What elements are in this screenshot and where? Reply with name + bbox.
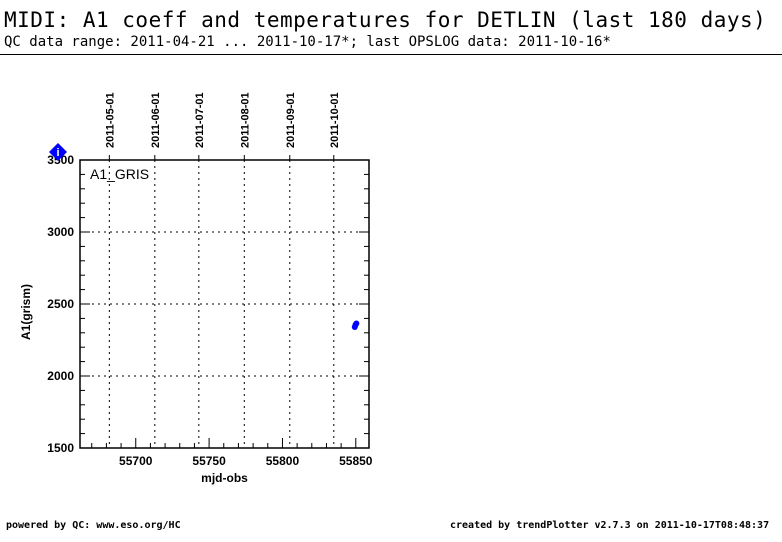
data-points (351, 320, 360, 331)
footer-created-by: created by trendPlotter v2.7.3 on 2011-1… (450, 520, 770, 531)
date-tick-label: 2011-08-01 (239, 92, 251, 148)
data-point (353, 320, 360, 327)
y-tick-label: 2500 (47, 297, 74, 311)
y-tick-label: 2000 (47, 369, 74, 383)
y-tick-label: 3000 (47, 225, 74, 239)
date-tick-label: 2011-10-01 (329, 92, 341, 148)
page-title: MIDI: A1 coeff and temperatures for DETL… (4, 8, 767, 32)
grid-lines (80, 160, 369, 448)
date-tick-label: 2011-07-01 (194, 92, 206, 148)
x-axis-label: mjd-obs (201, 471, 248, 485)
info-diamond[interactable] (49, 143, 67, 161)
date-tick-label: 2011-06-01 (150, 92, 162, 148)
axis-ticks (80, 155, 369, 449)
header-divider (0, 54, 782, 55)
x-tick-label: 55700 (119, 454, 153, 468)
y-tick-label: 1500 (47, 441, 74, 455)
axis-tick-labels: 2011-05-01 2011-06-01 2011-07-01 2011-08-01… (47, 92, 373, 468)
page-subtitle: QC data range: 2011-04-21 ... 2011-10-17… (4, 34, 611, 50)
panel-label: A1_GRIS (90, 166, 149, 182)
info-symbol: i (56, 147, 59, 159)
x-tick-label: 55850 (339, 454, 373, 468)
x-tick-label: 55800 (266, 454, 300, 468)
footer-powered-by: powered by QC: www.eso.org/HC (6, 520, 181, 531)
date-tick-label: 2011-05-01 (104, 92, 116, 148)
x-tick-label: 55750 (192, 454, 226, 468)
y-axis-label: A1(grism) (19, 284, 33, 340)
date-tick-label: 2011-09-01 (285, 92, 297, 148)
info-icon[interactable]: i (49, 143, 67, 161)
